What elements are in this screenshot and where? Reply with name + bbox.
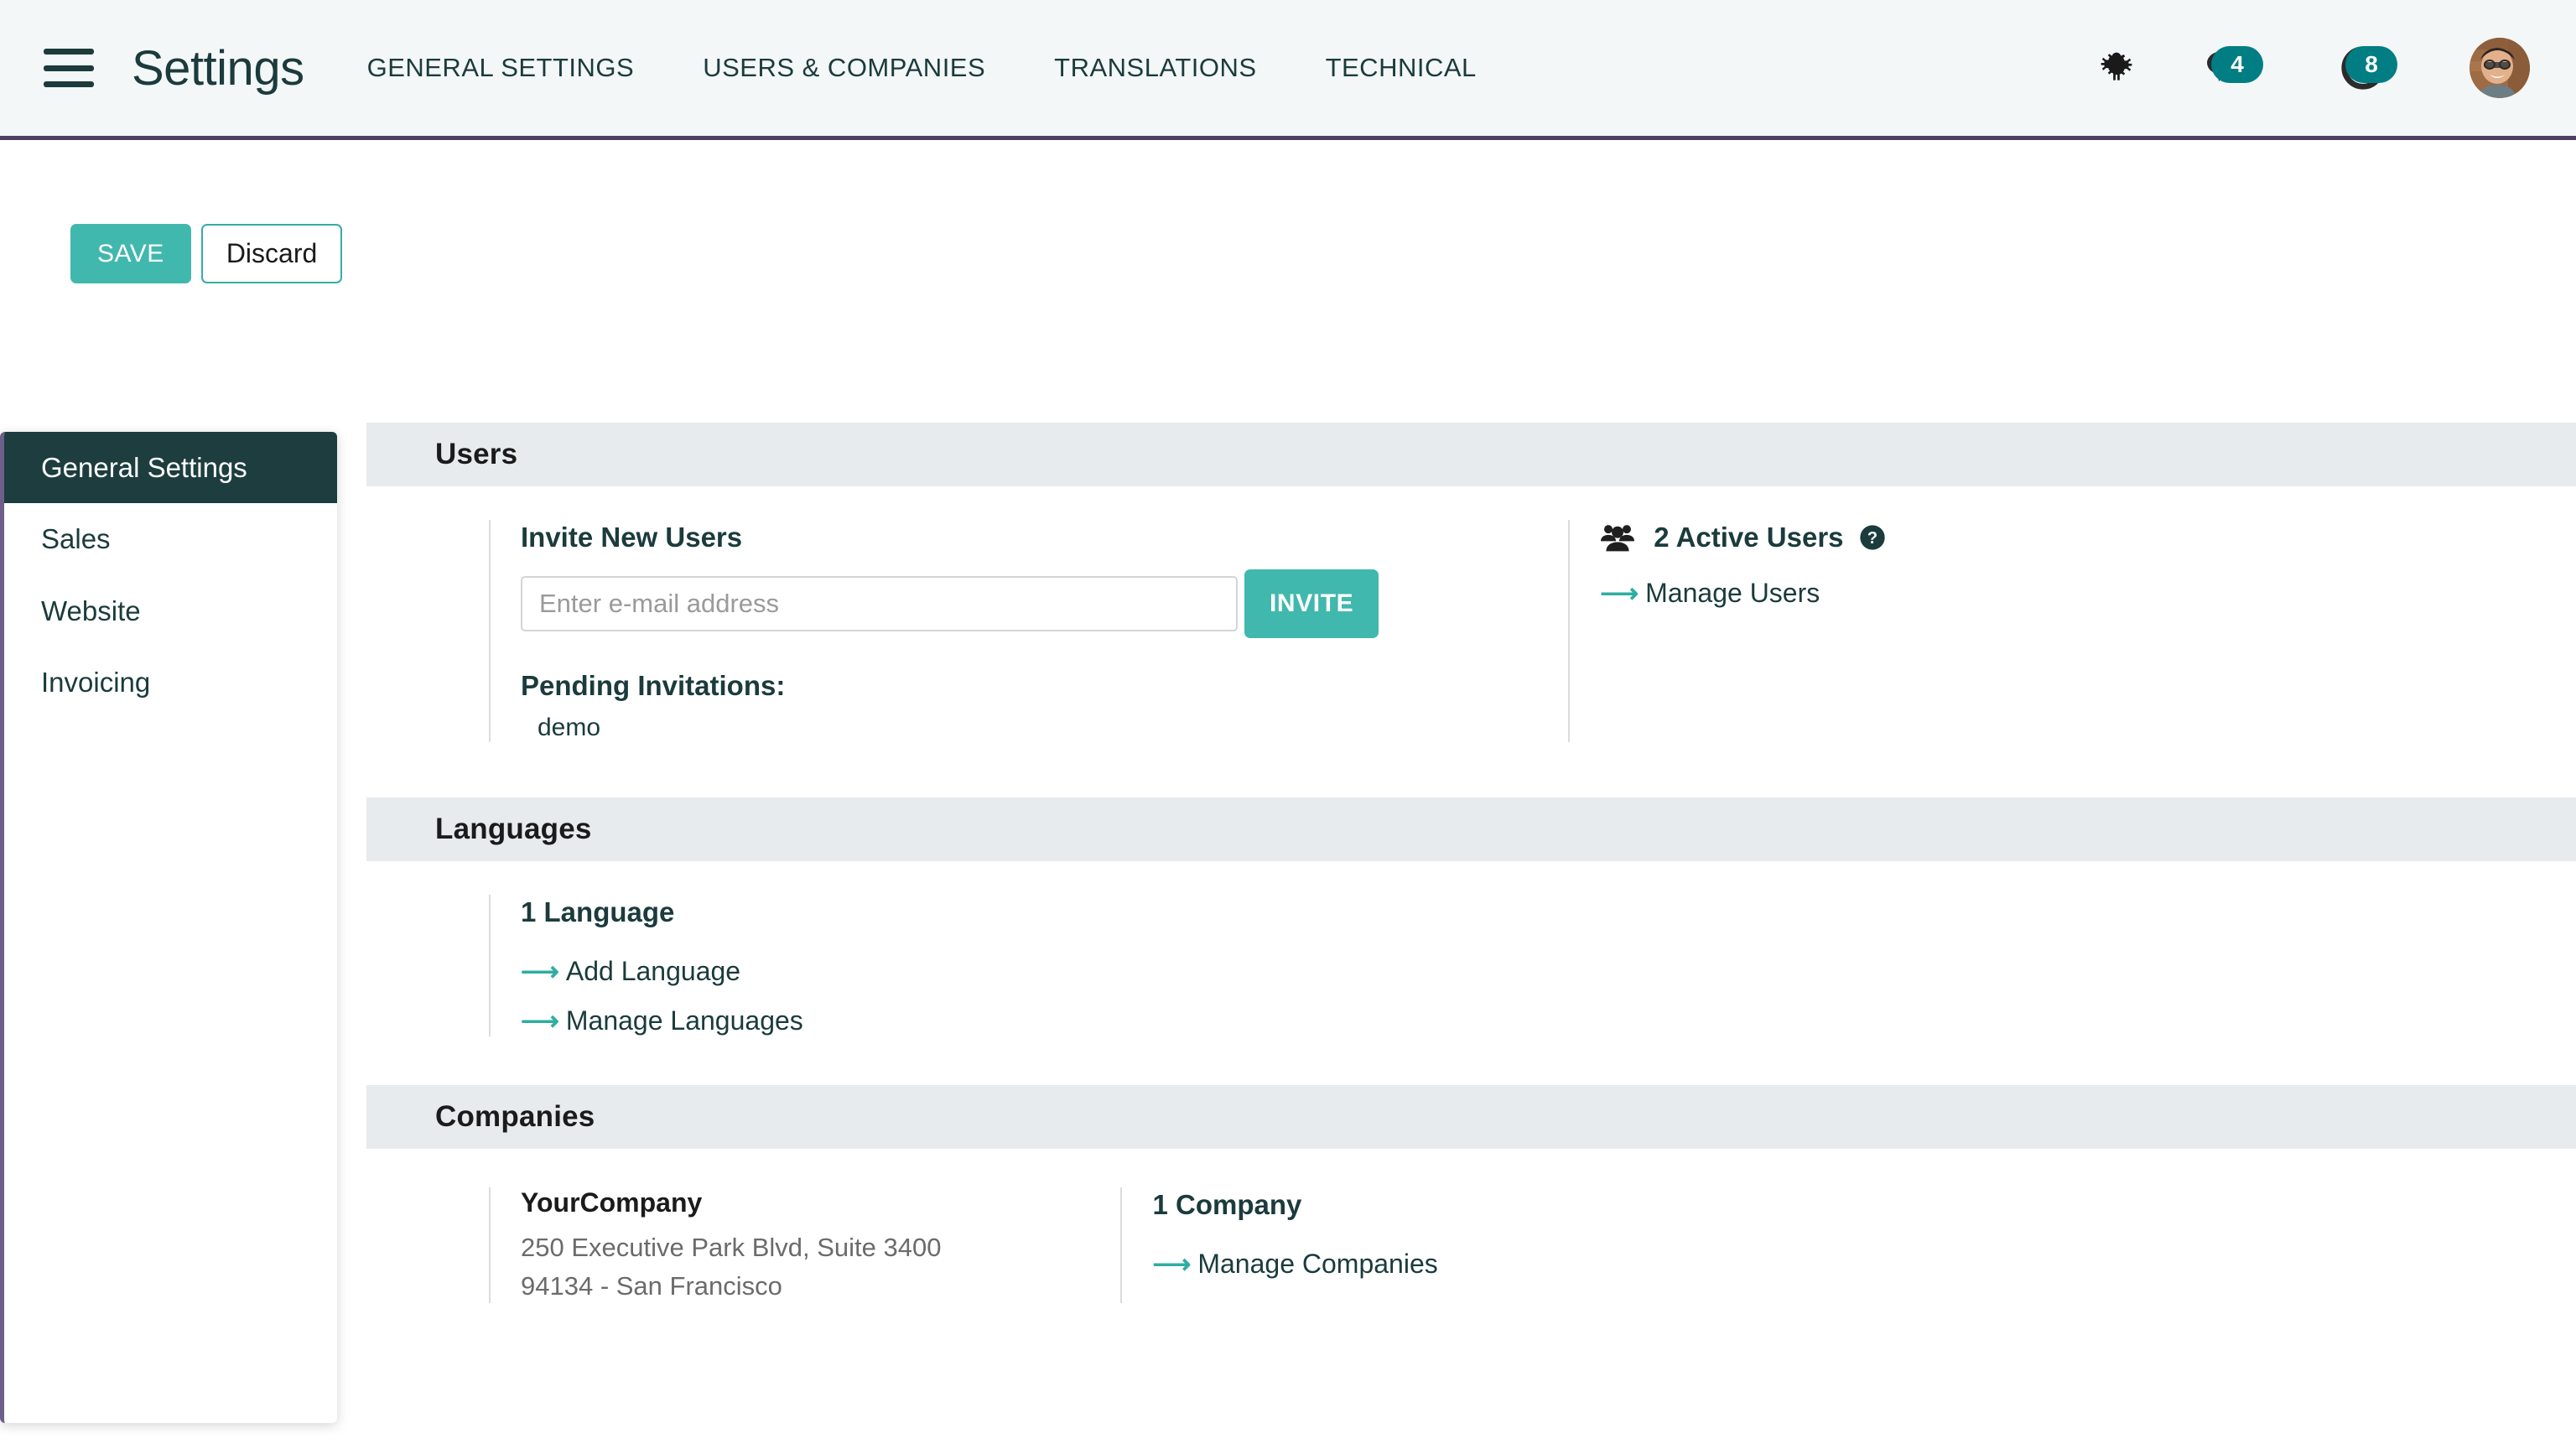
company-address-line-1: 250 Executive Park Blvd, Suite 3400 bbox=[521, 1232, 942, 1262]
sidebar-item-sales[interactable]: Sales bbox=[41, 523, 111, 555]
invite-users-column: Invite New Users INVITE Pending Invitati… bbox=[489, 520, 1379, 742]
add-language-link-label: Add Language bbox=[565, 955, 741, 986]
sidebar-item-website[interactable]: Website bbox=[41, 595, 141, 626]
arrow-right-icon: ⟶ bbox=[521, 956, 559, 987]
avatar-photo bbox=[2470, 38, 2530, 98]
company-count-column: 1 Company ⟶ Manage Companies bbox=[1120, 1187, 1438, 1304]
arrow-right-icon: ⟶ bbox=[521, 1005, 559, 1036]
discard-button[interactable]: Discard bbox=[200, 224, 343, 284]
navbar-right-tools: 4 8 bbox=[2079, 38, 2530, 98]
sidebar-item-invoicing[interactable]: Invoicing bbox=[41, 666, 151, 698]
active-users-count-label: 2 Active Users bbox=[1654, 522, 1844, 553]
section-header-users: Users bbox=[366, 423, 2576, 486]
company-name-label: YourCompany bbox=[521, 1187, 703, 1218]
arrow-right-icon: ⟶ bbox=[1152, 1249, 1192, 1280]
pending-invitations-label: Pending Invitations: bbox=[521, 669, 786, 701]
languages-column: 1 Language ⟶ Add Language ⟶ Manage Langu… bbox=[489, 894, 803, 1036]
users-group-icon-glyph bbox=[1601, 525, 1635, 552]
pending-invitation-item[interactable]: demo bbox=[538, 713, 601, 741]
nav-item-technical[interactable]: TECHNICAL bbox=[1325, 53, 1477, 82]
manage-companies-link[interactable]: ⟶ Manage Companies bbox=[1152, 1249, 1437, 1280]
svg-text:?: ? bbox=[1867, 530, 1877, 548]
app-brand-title[interactable]: Settings bbox=[132, 40, 304, 96]
section-title-languages: Languages bbox=[435, 812, 592, 845]
section-header-companies: Companies bbox=[366, 1084, 2576, 1149]
settings-sidebar: General Settings Sales Website Invoicing bbox=[0, 432, 337, 1423]
user-avatar[interactable] bbox=[2470, 38, 2530, 98]
nav-item-users-companies[interactable]: USERS & COMPANIES bbox=[703, 53, 986, 82]
manage-users-link[interactable]: ⟶ Manage Users bbox=[1600, 578, 1885, 609]
top-navbar: Settings GENERAL SETTINGS USERS & COMPAN… bbox=[0, 0, 2576, 140]
users-group-icon bbox=[1600, 523, 1635, 552]
manage-languages-link[interactable]: ⟶ Manage Languages bbox=[521, 1005, 803, 1036]
bug-icon[interactable] bbox=[2079, 39, 2154, 97]
invite-email-input[interactable] bbox=[521, 575, 1238, 631]
settings-content: Users Invite New Users INVITE Pending In… bbox=[366, 423, 2576, 1449]
company-count-label: 1 Company bbox=[1152, 1188, 1302, 1220]
hamburger-bar bbox=[44, 65, 94, 71]
sidebar-item-general-settings[interactable]: General Settings bbox=[4, 432, 337, 504]
manage-companies-link-label: Manage Companies bbox=[1197, 1248, 1438, 1279]
bug-icon-glyph bbox=[2101, 52, 2132, 80]
active-users-title: 2 Active Users ? bbox=[1600, 520, 1885, 556]
help-question-icon-glyph: ? bbox=[1859, 525, 1885, 551]
messages-button[interactable]: 4 bbox=[2166, 39, 2292, 97]
language-count-label: 1 Language bbox=[521, 896, 675, 927]
invite-new-users-title: Invite New Users bbox=[521, 522, 743, 553]
section-body-users: Invite New Users INVITE Pending Invitati… bbox=[366, 486, 2576, 742]
section-header-languages: Languages bbox=[366, 797, 2576, 861]
active-users-column: 2 Active Users ? ⟶ Manage Users bbox=[1568, 520, 1885, 742]
company-address-line-2: 94134 - San Francisco bbox=[521, 1270, 782, 1301]
action-button-row: SAVE Discard bbox=[70, 224, 343, 284]
nav-item-translations[interactable]: TRANSLATIONS bbox=[1054, 53, 1257, 82]
invite-button[interactable]: INVITE bbox=[1244, 569, 1379, 638]
section-body-languages: 1 Language ⟶ Add Language ⟶ Manage Langu… bbox=[366, 861, 2576, 1036]
hamburger-bar bbox=[44, 81, 94, 87]
navbar-menu: GENERAL SETTINGS USERS & COMPANIES TRANS… bbox=[367, 43, 2079, 93]
activities-button[interactable]: 8 bbox=[2300, 39, 2426, 97]
manage-users-link-label: Manage Users bbox=[1645, 577, 1820, 608]
manage-languages-link-label: Manage Languages bbox=[565, 1005, 803, 1036]
nav-item-general-settings[interactable]: GENERAL SETTINGS bbox=[366, 53, 635, 82]
record-action-bar: SAVE Discard bbox=[0, 140, 2576, 423]
hamburger-menu-icon[interactable] bbox=[44, 49, 94, 87]
section-body-companies: YourCompany 250 Executive Park Blvd, Sui… bbox=[366, 1149, 2576, 1304]
add-language-link[interactable]: ⟶ Add Language bbox=[521, 956, 803, 987]
hamburger-bar bbox=[44, 49, 94, 55]
company-details-column: YourCompany 250 Executive Park Blvd, Sui… bbox=[489, 1187, 941, 1304]
save-button[interactable]: SAVE bbox=[70, 224, 191, 284]
settings-body: General Settings Sales Website Invoicing… bbox=[0, 423, 2576, 1449]
invite-row: INVITE bbox=[521, 569, 1379, 638]
section-title-companies: Companies bbox=[435, 1099, 595, 1133]
arrow-right-icon: ⟶ bbox=[1600, 578, 1639, 609]
help-question-icon[interactable]: ? bbox=[1859, 524, 1886, 551]
section-title-users: Users bbox=[435, 438, 518, 470]
messages-badge-count: 4 bbox=[2211, 46, 2263, 83]
activities-badge-count: 8 bbox=[2345, 46, 2397, 83]
